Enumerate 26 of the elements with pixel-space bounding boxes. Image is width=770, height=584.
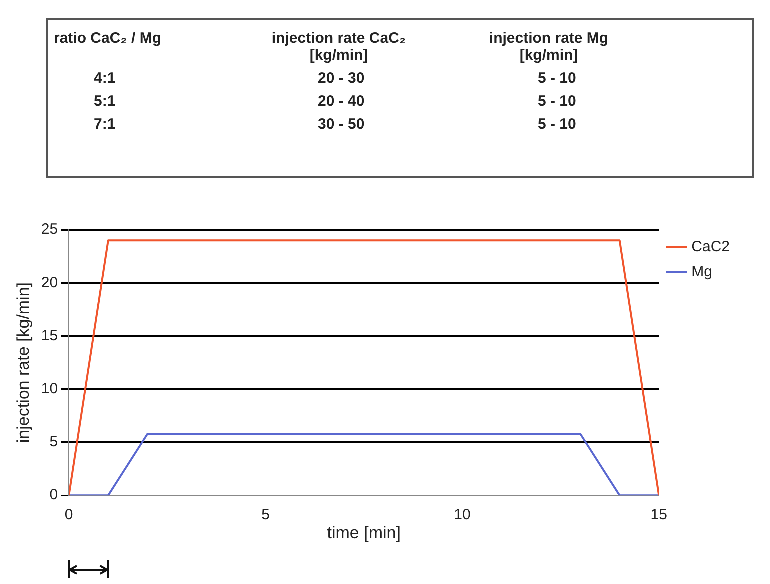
text: 30 - 50 <box>317 116 366 133</box>
text: injection rate CaC₂ [kg/min] <box>270 30 408 64</box>
text: 7:1 <box>93 116 117 133</box>
legend-label: CaC2 <box>692 238 730 256</box>
text: 5:1 <box>93 93 117 110</box>
legend-label: Mg <box>692 264 712 281</box>
text: 20 - 30 <box>317 70 366 87</box>
y-tick-label: 25 <box>41 221 58 238</box>
y-tick-label: 0 <box>50 486 58 504</box>
y-tick-label: 20 <box>41 274 58 292</box>
text: 20 - 40 <box>317 93 366 110</box>
text: 4:1 <box>93 70 117 87</box>
x-tick-label: 15 <box>650 506 668 524</box>
text: 5 - 10 <box>537 93 578 110</box>
x-tick-label: 0 <box>64 506 74 524</box>
y-tick-label: 15 <box>41 327 58 344</box>
text: 5 - 10 <box>537 116 578 133</box>
x-tick-label: 10 <box>454 506 471 524</box>
y-tick-label: 10 <box>41 380 58 398</box>
x-axis-title: time [min] <box>327 523 401 542</box>
y-axis-title: injection rate [kg/min] <box>14 282 33 444</box>
y-tick-label: 5 <box>50 434 58 451</box>
x-tick-label: 5 <box>262 506 270 524</box>
text: 5 - 10 <box>537 70 578 87</box>
text: ratio CaC₂ / Mg <box>54 30 163 49</box>
text: injection rate Mg [kg/min] <box>488 30 610 64</box>
